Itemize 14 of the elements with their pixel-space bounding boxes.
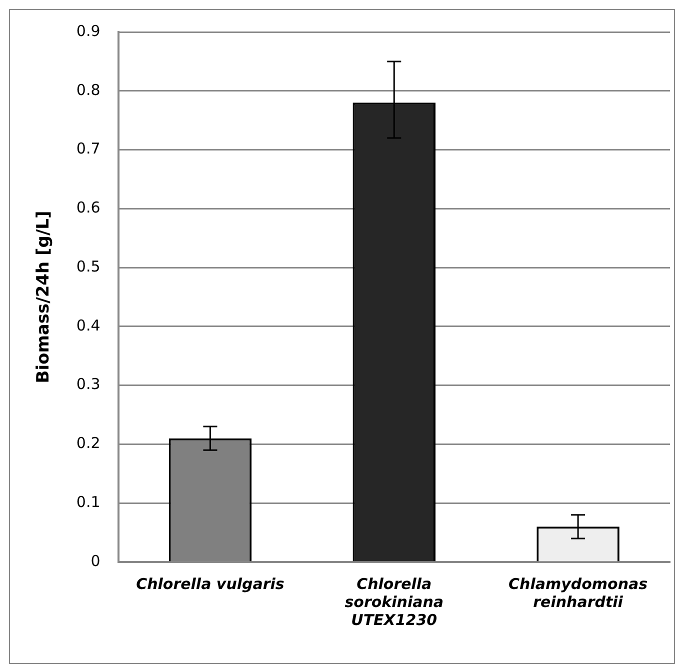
y-tick-label: 0.7	[76, 140, 100, 158]
x-tick-label: Chlorella vulgaris	[136, 574, 284, 593]
y-tick-label: 0.6	[76, 198, 100, 217]
y-tick-label: 0.5	[76, 257, 100, 276]
y-tick-label: 0.9	[76, 22, 100, 40]
y-tick-label: 0	[90, 552, 100, 570]
y-tick-label: 0.4	[76, 316, 100, 334]
x-tick-label: Chlorella sorokiniana UTEX1230	[344, 574, 444, 629]
y-tick-label: 0.1	[76, 493, 100, 511]
y-axis-title: Biomass/24h [g/L]	[34, 210, 54, 384]
y-tick-label: 0.3	[76, 375, 100, 394]
y-tick-label: 0.8	[76, 80, 100, 99]
y-tick-label: 0.2	[76, 434, 100, 452]
x-tick-label: Chlamydomonas reinhardtii	[508, 574, 648, 611]
